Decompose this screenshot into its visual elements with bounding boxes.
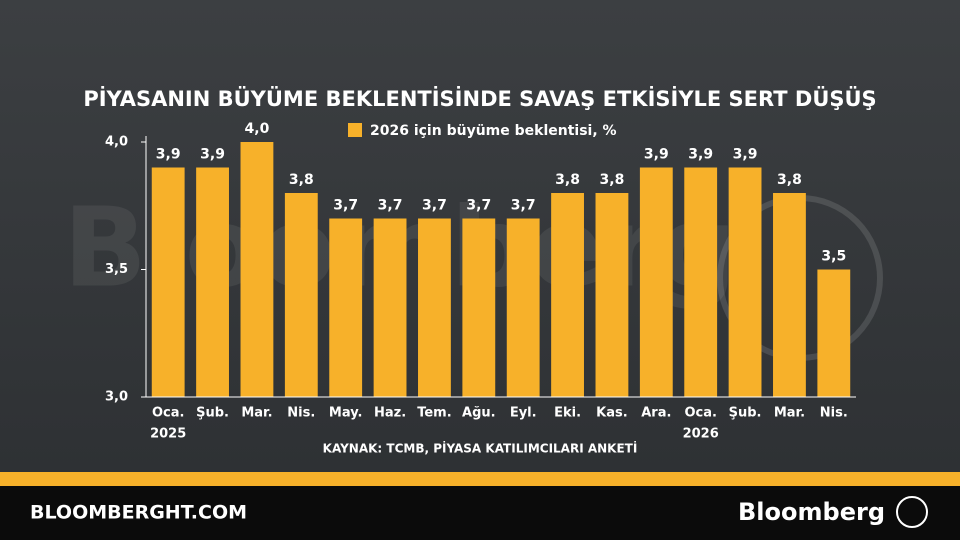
x-tick-label: Nis. xyxy=(287,406,315,421)
legend-swatch xyxy=(348,123,362,137)
x-tick-label: Ağu. xyxy=(462,406,496,421)
value-label: 3,5 xyxy=(821,249,846,265)
x-year-label: 2025 xyxy=(150,427,186,442)
footer-logo xyxy=(896,496,928,528)
source: KAYNAK: TCMB, PİYASA KATILIMCILARI ANKET… xyxy=(323,441,638,456)
bar xyxy=(462,218,496,397)
value-label: 3,7 xyxy=(511,198,536,214)
value-label: 3,9 xyxy=(733,147,758,163)
footer-strip xyxy=(0,472,960,486)
y-tick-label: 4,0 xyxy=(105,135,128,150)
value-label: 3,8 xyxy=(777,172,802,188)
x-tick-label: Eyl. xyxy=(510,406,537,421)
bar xyxy=(506,218,540,397)
value-label: 3,9 xyxy=(200,147,225,163)
x-tick-label: Mar. xyxy=(241,406,272,421)
value-label: 3,7 xyxy=(422,198,447,214)
value-label: 3,8 xyxy=(289,172,314,188)
bar xyxy=(773,193,806,397)
bar xyxy=(373,218,407,397)
x-tick-label: May. xyxy=(329,406,363,421)
x-tick-label: Şub. xyxy=(729,406,762,421)
bar xyxy=(728,167,762,397)
value-label: 3,7 xyxy=(378,198,403,214)
bar xyxy=(196,167,229,397)
footer-brand: Bloomberg xyxy=(738,498,885,526)
footer-site: BLOOMBERGHT.COM xyxy=(30,502,247,524)
x-tick-label: Haz. xyxy=(374,406,406,421)
bar xyxy=(418,218,451,397)
x-tick-label: Mar. xyxy=(774,406,805,421)
bar xyxy=(240,142,274,397)
x-tick-label: Tem. xyxy=(417,406,451,421)
value-label: 3,7 xyxy=(333,198,358,214)
legend-label: 2026 için büyüme beklentisi, % xyxy=(370,123,617,139)
value-label: 3,8 xyxy=(555,172,580,188)
bar xyxy=(817,269,851,397)
bar xyxy=(329,218,363,397)
y-tick-label: 3,0 xyxy=(105,390,128,405)
value-label: 3,9 xyxy=(644,147,669,163)
x-tick-label: Nis. xyxy=(820,406,848,421)
bar xyxy=(595,193,629,397)
chart-title: PİYASANIN BÜYÜME BEKLENTİSİNDE SAVAŞ ETK… xyxy=(83,86,876,111)
bar xyxy=(551,193,584,397)
value-label: 3,8 xyxy=(600,172,625,188)
value-label: 4,0 xyxy=(245,121,270,137)
value-label: 3,9 xyxy=(688,147,713,163)
x-tick-label: Kas. xyxy=(596,406,628,421)
bar xyxy=(151,167,185,397)
x-tick-label: Ara. xyxy=(641,406,671,421)
x-year-label: 2026 xyxy=(683,427,719,442)
value-label: 3,7 xyxy=(466,198,491,214)
bar xyxy=(284,193,318,397)
x-tick-label: Oca. xyxy=(684,406,716,421)
x-tick-label: Şub. xyxy=(196,406,229,421)
footer xyxy=(0,486,960,540)
x-tick-label: Oca. xyxy=(152,406,184,421)
bar xyxy=(684,167,718,397)
x-tick-label: Eki. xyxy=(554,406,581,421)
value-label: 3,9 xyxy=(156,147,181,163)
y-tick-label: 3,5 xyxy=(105,262,128,277)
bar xyxy=(639,167,673,397)
